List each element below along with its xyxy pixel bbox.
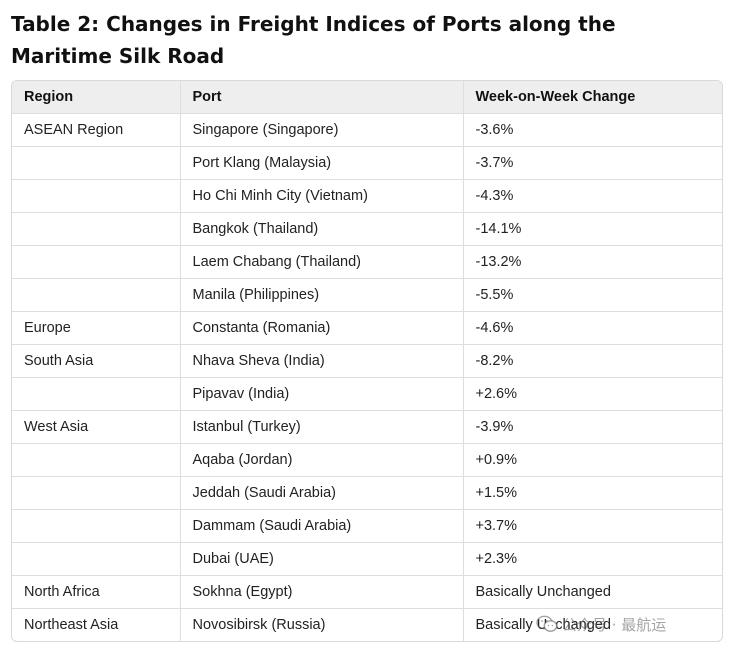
cell-region: North Africa xyxy=(12,575,181,609)
cell-change: +2.3% xyxy=(463,542,722,576)
cell-region xyxy=(12,179,181,213)
table-row: Laem Chabang (Thailand) -13.2% xyxy=(12,245,722,279)
cell-port: Manila (Philippines) xyxy=(180,278,464,312)
cell-change: -3.6% xyxy=(463,113,722,147)
table-row: Jeddah (Saudi Arabia) +1.5% xyxy=(12,476,722,510)
table-row: South Asia Nhava Sheva (India) -8.2% xyxy=(12,344,722,378)
cell-region: ASEAN Region xyxy=(12,113,181,147)
cell-region xyxy=(12,146,181,180)
cell-region: South Asia xyxy=(12,344,181,378)
cell-port: Laem Chabang (Thailand) xyxy=(180,245,464,279)
header-change: Week-on-Week Change xyxy=(463,81,722,114)
table-row: Dubai (UAE) +2.3% xyxy=(12,542,722,576)
table-row: Bangkok (Thailand) -14.1% xyxy=(12,212,722,246)
cell-region: West Asia xyxy=(12,410,181,444)
cell-change: -4.3% xyxy=(463,179,722,213)
cell-region xyxy=(12,377,181,411)
cell-region: Europe xyxy=(12,311,181,345)
freight-index-table: Region Port Week-on-Week Change ASEAN Re… xyxy=(11,80,723,642)
cell-change: -3.7% xyxy=(463,146,722,180)
cell-change: -5.5% xyxy=(463,278,722,312)
cell-region xyxy=(12,212,181,246)
header-region: Region xyxy=(12,81,181,114)
table-row: Europe Constanta (Romania) -4.6% xyxy=(12,311,722,345)
table-header: Region Port Week-on-Week Change xyxy=(12,81,722,114)
table-row: West Asia Istanbul (Turkey) -3.9% xyxy=(12,410,722,444)
cell-change: -4.6% xyxy=(463,311,722,345)
data-table: Region Port Week-on-Week Change ASEAN Re… xyxy=(12,81,722,641)
cell-change: Basically Unchanged xyxy=(463,575,722,609)
table-row: Port Klang (Malaysia) -3.7% xyxy=(12,146,722,180)
cell-region xyxy=(12,509,181,543)
table-row: Northeast Asia Novosibirsk (Russia) Basi… xyxy=(12,608,722,641)
cell-port: Singapore (Singapore) xyxy=(180,113,464,147)
cell-port: Dubai (UAE) xyxy=(180,542,464,576)
cell-region xyxy=(12,278,181,312)
cell-port: Bangkok (Thailand) xyxy=(180,212,464,246)
cell-change: Basically Unchanged xyxy=(475,617,611,633)
cell-region xyxy=(12,245,181,279)
table-row: ASEAN Region Singapore (Singapore) -3.6% xyxy=(12,113,722,147)
cell-change: -3.9% xyxy=(463,410,722,444)
cell-change: +0.9% xyxy=(463,443,722,477)
cell-change: -14.1% xyxy=(463,212,722,246)
cell-change: +2.6% xyxy=(463,377,722,411)
table-row: Dammam (Saudi Arabia) +3.7% xyxy=(12,509,722,543)
cell-port: Constanta (Romania) xyxy=(180,311,464,345)
page-title: Table 2: Changes in Freight Indices of P… xyxy=(11,12,616,68)
header-row: Region Port Week-on-Week Change xyxy=(12,81,722,114)
cell-port: Port Klang (Malaysia) xyxy=(180,146,464,180)
table-body: ASEAN Region Singapore (Singapore) -3.6%… xyxy=(12,113,722,641)
cell-change: +3.7% xyxy=(463,509,722,543)
table-row: Ho Chi Minh City (Vietnam) -4.3% xyxy=(12,179,722,213)
table-row: Pipavav (India) +2.6% xyxy=(12,377,722,411)
cell-port: Istanbul (Turkey) xyxy=(180,410,464,444)
cell-port: Nhava Sheva (India) xyxy=(180,344,464,378)
cell-port: Dammam (Saudi Arabia) xyxy=(180,509,464,543)
cell-change: +1.5% xyxy=(463,476,722,510)
cell-port: Jeddah (Saudi Arabia) xyxy=(180,476,464,510)
cell-region xyxy=(12,542,181,576)
table-row: North Africa Sokhna (Egypt) Basically Un… xyxy=(12,575,722,609)
cell-port: Ho Chi Minh City (Vietnam) xyxy=(180,179,464,213)
cell-port: Pipavav (India) xyxy=(180,377,464,411)
cell-port: Sokhna (Egypt) xyxy=(180,575,464,609)
header-port: Port xyxy=(180,81,464,114)
cell-port: Novosibirsk (Russia) xyxy=(180,608,464,641)
cell-region: Northeast Asia xyxy=(12,608,181,641)
cell-change: -8.2% xyxy=(463,344,722,378)
table-row: Aqaba (Jordan) +0.9% xyxy=(12,443,722,477)
cell-port: Aqaba (Jordan) xyxy=(180,443,464,477)
cell-change: -13.2% xyxy=(463,245,722,279)
cell-region xyxy=(12,476,181,510)
cell-region xyxy=(12,443,181,477)
table-row: Manila (Philippines) -5.5% xyxy=(12,278,722,312)
